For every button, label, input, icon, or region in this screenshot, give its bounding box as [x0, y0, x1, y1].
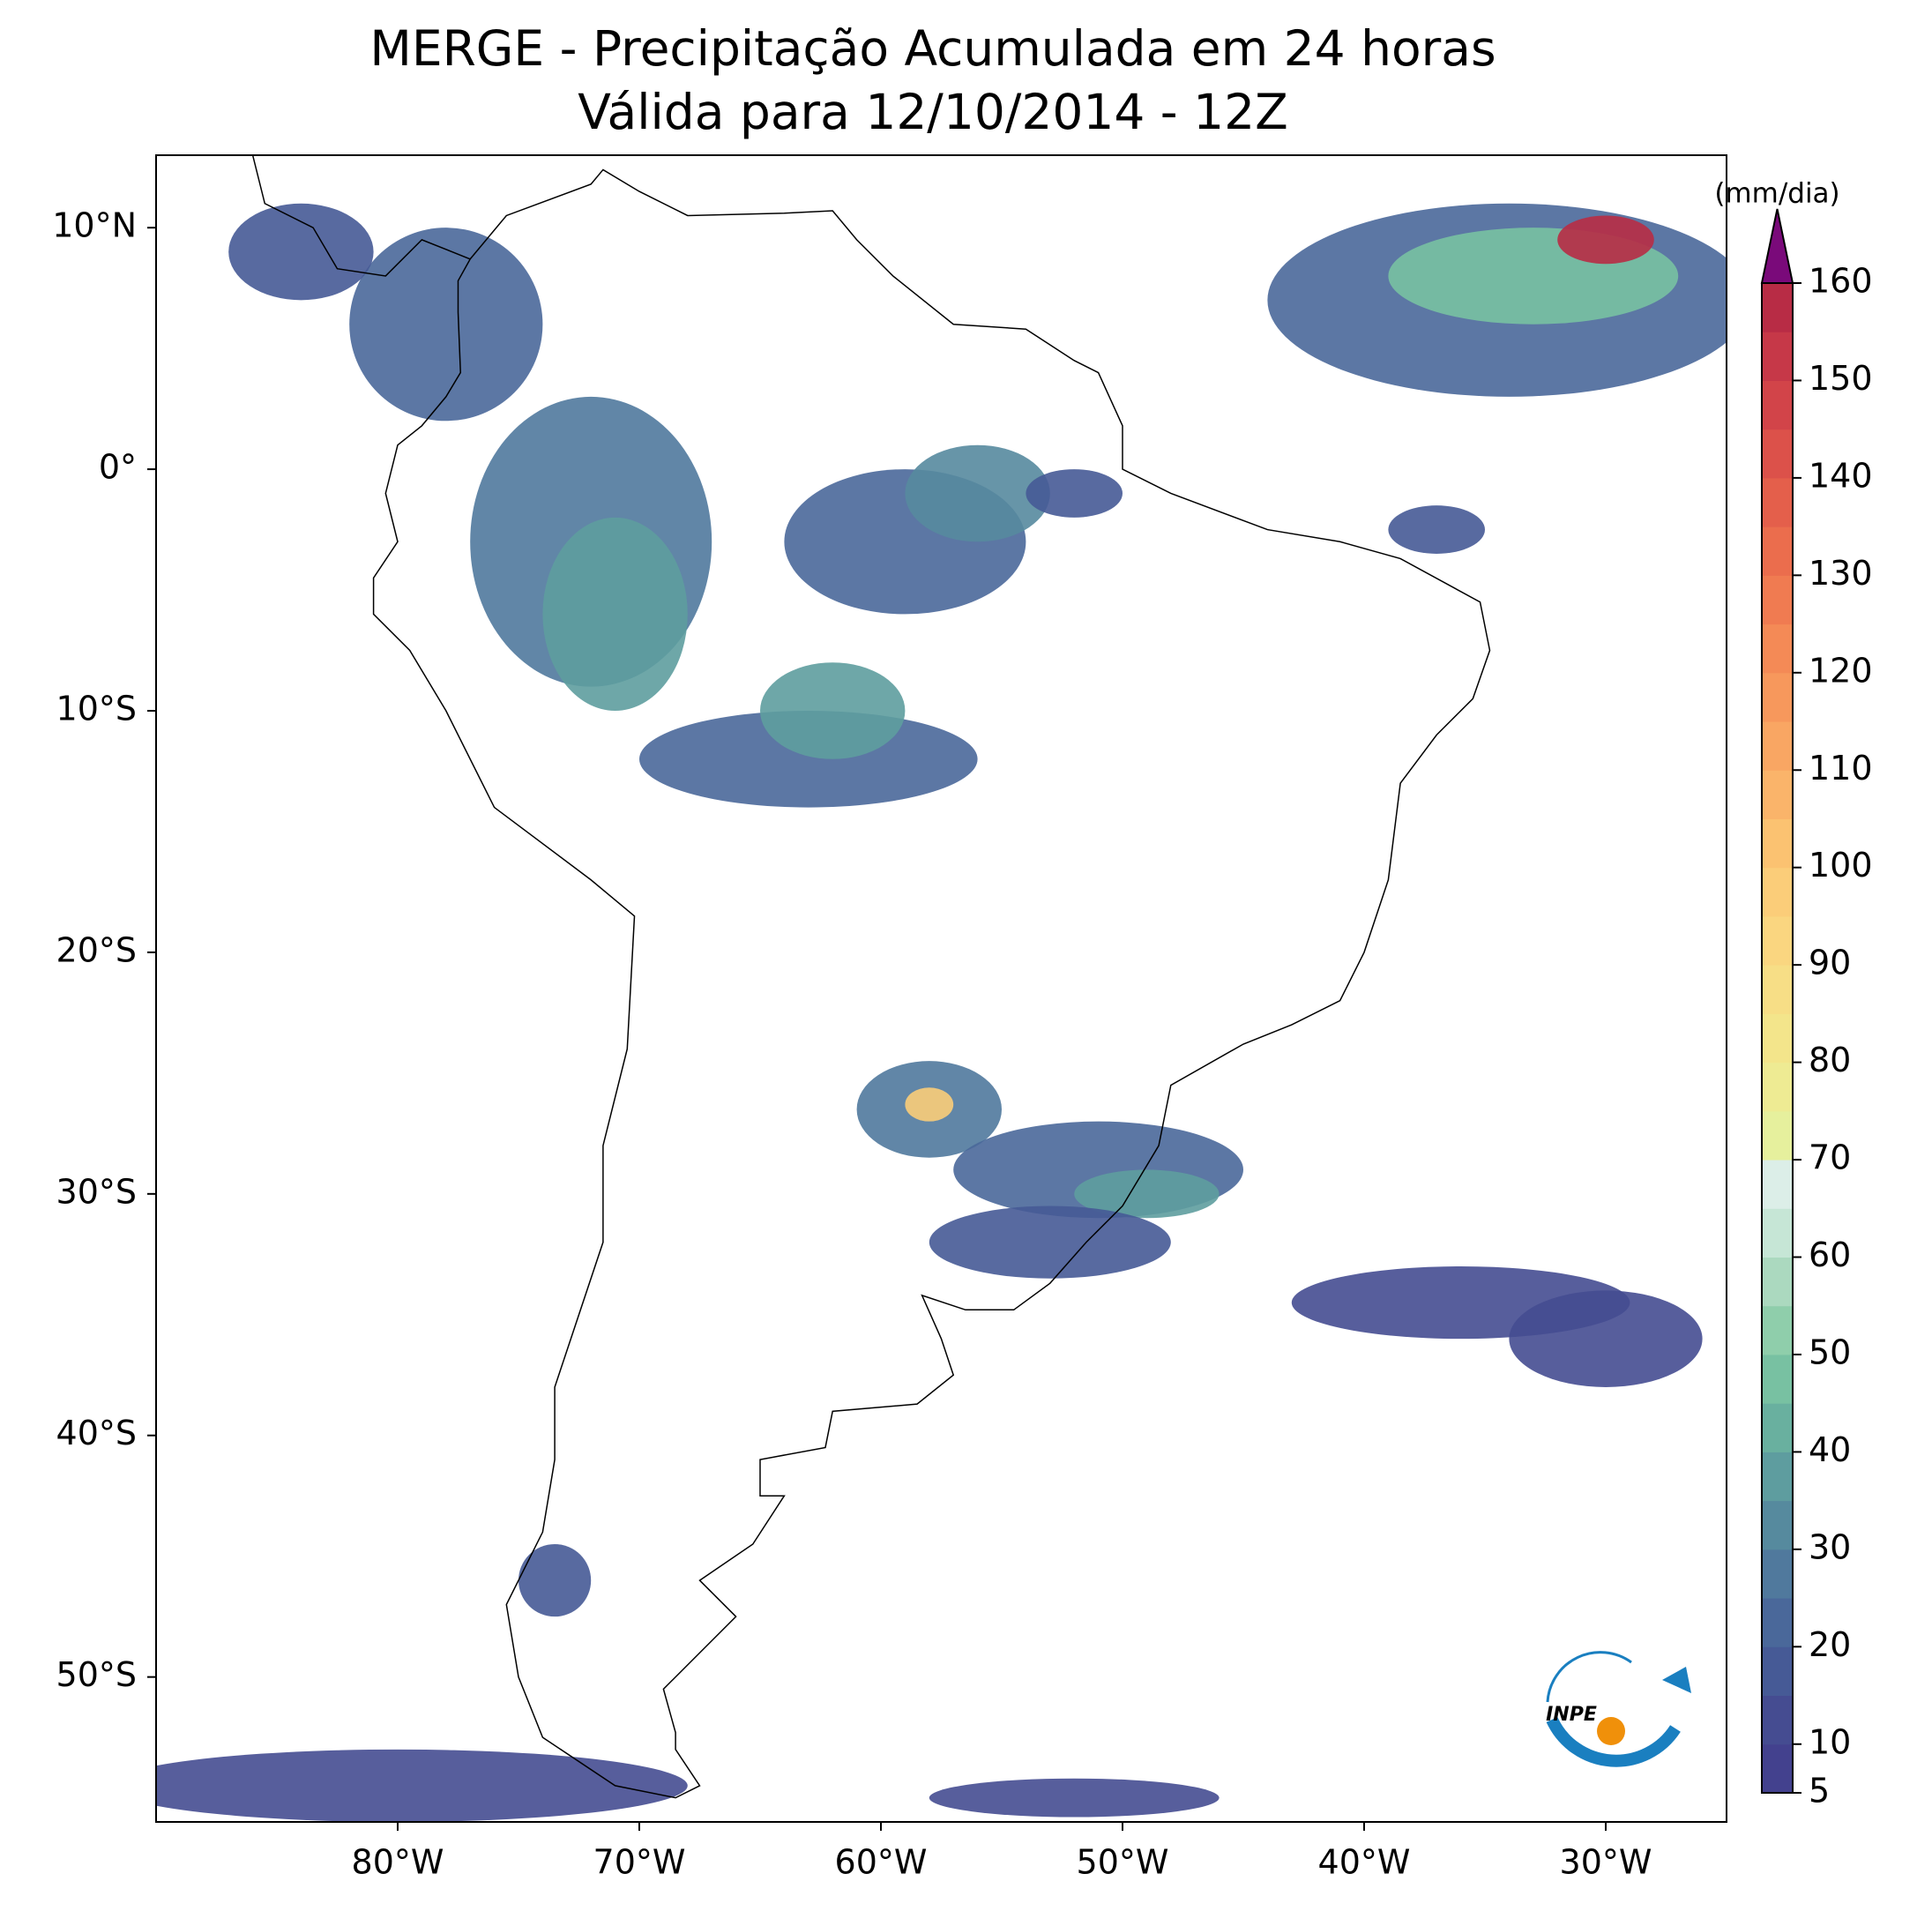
logo-text: INPE: [1546, 1704, 1597, 1726]
map-content: [156, 155, 1727, 1822]
precip-area: [349, 228, 543, 422]
colorbar-band: [1762, 1500, 1793, 1550]
colorbar-tick-label: 110: [1809, 749, 1873, 788]
colorbar-band: [1762, 1160, 1793, 1209]
precip-area: [518, 1544, 592, 1617]
map-frame: [155, 154, 1727, 1823]
colorbar: 5 10 20 30 40 50 60 70 80 90 100 110 120 130 140 150 160…: [1714, 178, 1872, 1810]
colorbar-tick-label: 100: [1809, 846, 1873, 885]
precip-area: [228, 203, 374, 301]
precip-area: [156, 1749, 688, 1822]
x-tick-label: 40°W: [1318, 1843, 1411, 1882]
colorbar-band: [1762, 1062, 1793, 1112]
colorbar-band: [1762, 1646, 1793, 1697]
precip-area: [760, 662, 906, 759]
x-tick-label: 60°W: [835, 1843, 928, 1882]
logo-arc: [1546, 1716, 1681, 1767]
colorbar-band: [1762, 672, 1793, 722]
colorbar-extend: [1760, 208, 1794, 284]
colorbar-band: [1762, 332, 1793, 381]
colorbar-band: [1762, 380, 1793, 430]
x-tick-label: 30°W: [1560, 1843, 1652, 1882]
colorbar-band: [1762, 1110, 1793, 1161]
colorbar-band: [1762, 1743, 1793, 1794]
colorbar-tick-label: 130: [1809, 554, 1873, 593]
logo-orbit: [1546, 1651, 1632, 1703]
colorbar-band: [1762, 1549, 1793, 1599]
colorbar-tick-label: 160: [1809, 262, 1873, 301]
subtitle: Válida para 12/10/2014 - 12Z: [578, 84, 1288, 140]
colorbar-tick-label: 120: [1809, 651, 1873, 690]
colorbar-band: [1762, 1257, 1793, 1307]
colorbar-tick-label: 30: [1809, 1527, 1851, 1566]
colorbar-band: [1762, 818, 1793, 869]
colorbar-tick-label: 150: [1809, 359, 1873, 398]
y-tick-label: 30°S: [56, 1172, 137, 1211]
y-tick-label: 50°S: [56, 1655, 137, 1694]
colorbar-tick-label: 20: [1809, 1625, 1851, 1664]
colorbar-band: [1762, 1013, 1793, 1064]
precip-area: [542, 517, 688, 711]
colorbar-tick-label: 80: [1809, 1041, 1851, 1079]
colorbar-tick-label: 5: [1809, 1772, 1830, 1810]
colorbar-label: (mm/dia): [1714, 178, 1839, 210]
colorbar-frame: [1761, 282, 1794, 1794]
colorbar-band: [1762, 770, 1793, 819]
logo-dot: [1597, 1717, 1625, 1745]
logo-arrow: [1662, 1667, 1691, 1693]
colorbar-tick-label: 40: [1809, 1430, 1851, 1469]
precip-area: [1509, 1290, 1703, 1387]
y-tick-label: 20°S: [56, 930, 137, 969]
precip-area: [1026, 469, 1123, 518]
precip-area: [1388, 505, 1485, 554]
colorbar-band: [1762, 1208, 1793, 1258]
precip-area: [1074, 1169, 1220, 1219]
y-tick-label: 40°S: [56, 1414, 137, 1452]
colorbar-tick-label: 90: [1809, 944, 1851, 982]
colorbar-band: [1762, 1695, 1793, 1745]
colorbar-tick-label: 50: [1809, 1332, 1851, 1371]
y-tick-label: 10°N: [52, 206, 137, 245]
title: MERGE - Precipitação Acumulada em 24 hor…: [369, 20, 1496, 77]
x-tick-label: 70°W: [593, 1843, 686, 1882]
y-tick-label: 10°S: [56, 690, 137, 728]
colorbar-band: [1762, 283, 1793, 332]
precip-area: [1557, 215, 1654, 265]
precip-area: [905, 444, 1050, 542]
map: 80°W 70°W 60°W 50°W 40°W 30°W 10°N 0° 10°S 20°S 30…: [52, 154, 1727, 1882]
colorbar-band: [1762, 477, 1793, 527]
colorbar-band: [1762, 429, 1793, 479]
colorbar-tick-label: 60: [1809, 1235, 1851, 1274]
colorbar-band: [1762, 867, 1793, 917]
colorbar-band: [1762, 623, 1793, 674]
colorbar-band: [1762, 965, 1793, 1014]
colorbar-tick-label: 140: [1809, 456, 1873, 495]
x-tick-label: 80°W: [352, 1843, 444, 1882]
coastline: [372, 168, 1491, 1799]
y-tick-label: 0°: [99, 448, 137, 487]
colorbar-band: [1762, 1452, 1793, 1502]
coastline: [250, 155, 471, 277]
colorbar-band: [1762, 1598, 1793, 1647]
logo: INPE: [1546, 1651, 1691, 1767]
x-tick-label: 50°W: [1077, 1843, 1169, 1882]
colorbar-band: [1762, 1305, 1793, 1355]
precip-area: [905, 1087, 954, 1122]
precip-area: [929, 1778, 1220, 1818]
colorbar-tick-label: 70: [1809, 1138, 1851, 1177]
colorbar-band: [1762, 526, 1793, 576]
colorbar-band: [1762, 1354, 1793, 1404]
colorbar-band: [1762, 915, 1793, 966]
precip-area: [929, 1206, 1171, 1279]
colorbar-tick-label: 10: [1809, 1722, 1851, 1761]
colorbar-band: [1762, 1403, 1793, 1452]
colorbar-band: [1762, 721, 1793, 771]
colorbar-band: [1762, 575, 1793, 625]
